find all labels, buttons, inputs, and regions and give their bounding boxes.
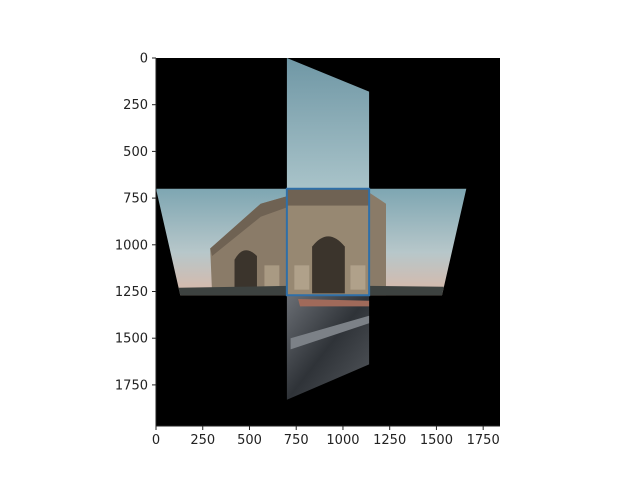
y-tick-label: 1000	[115, 238, 148, 253]
x-tick-label: 1500	[420, 433, 453, 448]
relief-right	[350, 265, 366, 290]
treeline-right	[369, 285, 444, 296]
main-archway	[312, 236, 345, 294]
road-streak-1	[298, 299, 370, 307]
arch-details	[178, 188, 444, 350]
x-tick-label: 1000	[326, 433, 359, 448]
x-tick-label: 1750	[467, 433, 500, 448]
plot-area	[156, 58, 500, 426]
x-tick-label: 250	[190, 433, 215, 448]
highlight-box	[285, 187, 371, 297]
y-tick-label: 500	[123, 145, 148, 160]
right-face	[369, 188, 467, 296]
y-tick-label: 0	[140, 52, 148, 67]
y-tick-label: 750	[123, 192, 148, 207]
arch-attic	[286, 188, 370, 206]
relief-side	[264, 265, 280, 290]
bottom-face	[286, 295, 370, 400]
x-axis: 0 250 500 750 1000 1250 1500 1750	[152, 425, 500, 448]
y-tick-label: 1250	[115, 285, 148, 300]
relief-left	[294, 265, 310, 290]
y-tick-label: 1500	[115, 332, 148, 347]
x-tick-label: 1250	[373, 433, 406, 448]
x-tick-label: 750	[284, 433, 309, 448]
top-face	[286, 58, 370, 189]
x-tick-label: 500	[237, 433, 262, 448]
side-archway	[234, 250, 257, 294]
x-tick-label: 0	[152, 433, 160, 448]
arch-right-body	[369, 192, 386, 296]
y-tick-label: 250	[123, 98, 148, 113]
y-tick-label: 1750	[115, 378, 148, 393]
treeline-left	[178, 285, 287, 296]
road-streak-2	[290, 315, 370, 350]
arch-left-cornice	[210, 196, 287, 256]
y-axis: 0 250 500 750 1000 1250 1500 1750	[115, 52, 157, 426]
